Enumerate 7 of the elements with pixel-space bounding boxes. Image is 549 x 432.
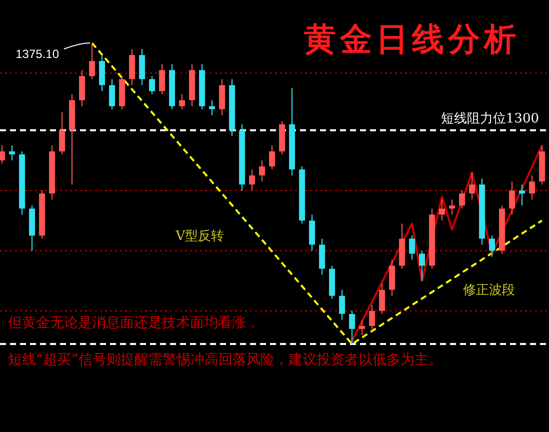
chart-title: 黄金日线分析 bbox=[304, 20, 520, 58]
annotation: 修正波段 bbox=[463, 283, 515, 298]
text: 短线“超买”信号则提醒需警惕冲高回落风险，建议投资者以低多为主。 bbox=[8, 352, 442, 368]
annotation: 但黄金无论是消息面还是技术面均看涨， bbox=[8, 315, 260, 331]
annotation: 1375.10 bbox=[16, 47, 60, 61]
annotation: V型反转 bbox=[174, 229, 224, 244]
ref-line-label: 短线阻力位1300 bbox=[440, 111, 539, 126]
